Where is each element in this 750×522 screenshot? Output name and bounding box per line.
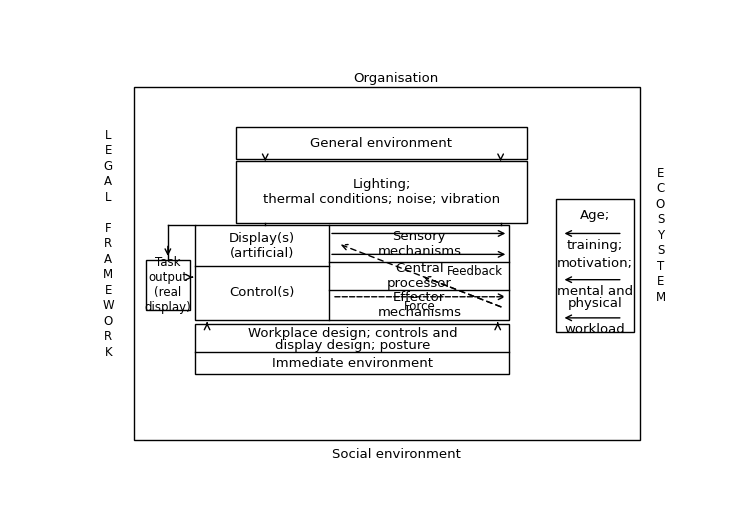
Text: Lighting;: Lighting; — [352, 179, 411, 191]
Bar — [196, 324, 509, 374]
Bar — [236, 161, 526, 223]
Text: L
E
G
A
L
 
F
R
A
M
E
W
O
R
K: L E G A L F R A M E W O R K — [103, 128, 114, 359]
Text: Age;: Age; — [580, 209, 610, 222]
Text: workload: workload — [565, 324, 626, 337]
Bar — [196, 226, 509, 320]
Bar — [236, 127, 526, 159]
Text: Social environment: Social environment — [332, 448, 460, 461]
Text: Control(s): Control(s) — [230, 286, 295, 299]
Text: Force: Force — [404, 300, 435, 313]
Text: physical: physical — [568, 298, 622, 310]
Bar — [146, 259, 190, 310]
Text: Organisation: Organisation — [353, 72, 439, 85]
Text: Workplace design; controls and: Workplace design; controls and — [248, 327, 458, 340]
Text: training;: training; — [567, 239, 623, 252]
Text: Task
output
(real
display): Task output (real display) — [145, 256, 191, 314]
Text: General environment: General environment — [310, 137, 452, 149]
Text: Sensory
mechanisms: Sensory mechanisms — [377, 230, 461, 257]
Text: thermal conditions; noise; vibration: thermal conditions; noise; vibration — [263, 193, 500, 206]
Text: Central
processor: Central processor — [387, 262, 452, 290]
Bar — [556, 199, 634, 332]
Text: E
C
O
S
Y
S
T
E
M: E C O S Y S T E M — [656, 167, 665, 304]
Text: Effector
mechanisms: Effector mechanisms — [377, 291, 461, 319]
Text: display design; posture: display design; posture — [274, 339, 430, 352]
Text: Feedback: Feedback — [447, 265, 503, 278]
Text: motivation;: motivation; — [557, 257, 633, 270]
Bar — [134, 87, 640, 441]
Text: Display(s)
(artificial): Display(s) (artificial) — [230, 232, 296, 259]
Text: mental and: mental and — [557, 285, 633, 298]
Text: Immediate environment: Immediate environment — [272, 357, 433, 370]
